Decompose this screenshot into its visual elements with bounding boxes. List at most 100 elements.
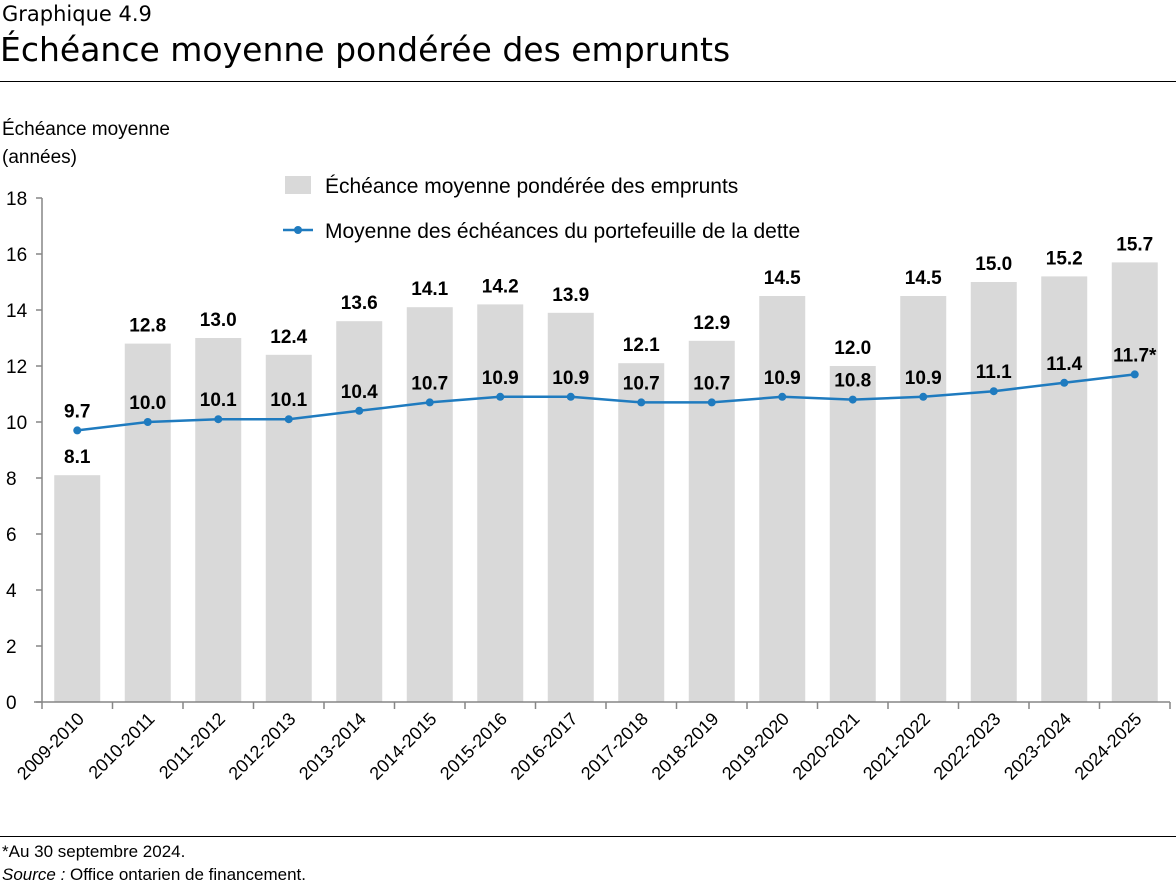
line-point bbox=[1130, 370, 1139, 379]
source-line: Source : Office ontarien de financement. bbox=[2, 865, 306, 885]
bar-value-label: 13.6 bbox=[341, 293, 378, 314]
line-series bbox=[77, 373, 1135, 432]
y-tick-label: 16 bbox=[6, 245, 27, 266]
y-tick-label: 8 bbox=[6, 469, 17, 490]
line-point bbox=[496, 392, 505, 401]
line-value-label: 10.7 bbox=[623, 373, 660, 394]
y-tick-label: 2 bbox=[6, 637, 17, 658]
x-tick-label: 2011-2012 bbox=[155, 709, 229, 783]
bar-value-label: 13.0 bbox=[200, 310, 237, 331]
bar-value-label: 12.4 bbox=[270, 327, 307, 348]
bar-value-label: 12.9 bbox=[693, 313, 730, 334]
line-point bbox=[214, 415, 223, 424]
bar-value-label: 12.8 bbox=[129, 316, 166, 337]
x-tick-label: 2022-2023 bbox=[930, 709, 1005, 784]
line-point bbox=[919, 392, 928, 401]
line-value-label: 10.9 bbox=[905, 368, 942, 389]
line-value-label: 10.7 bbox=[411, 373, 448, 394]
bar bbox=[1111, 262, 1158, 702]
line-point bbox=[143, 418, 152, 426]
x-tick-label: 2014-2015 bbox=[366, 709, 441, 784]
x-tick-label: 2010-2011 bbox=[85, 709, 159, 783]
line-value-label: 11.7* bbox=[1113, 345, 1157, 366]
y-tick-label: 4 bbox=[6, 581, 17, 602]
legend-bar-swatch bbox=[285, 176, 311, 194]
line-value-label: 10.0 bbox=[129, 393, 166, 414]
line-value-label: 10.1 bbox=[270, 390, 307, 411]
bar bbox=[547, 312, 594, 702]
bar bbox=[759, 296, 806, 702]
line-value-label: 11.4 bbox=[1046, 354, 1082, 375]
bar-value-label: 12.0 bbox=[834, 338, 871, 359]
line-value-label: 10.8 bbox=[834, 371, 871, 392]
line-point bbox=[355, 406, 364, 415]
x-tick-label: 2013-2014 bbox=[295, 709, 370, 784]
x-tick-label: 2021-2022 bbox=[859, 709, 934, 784]
footnote: *Au 30 septembre 2024. bbox=[2, 842, 186, 861]
y-tick-label: 18 bbox=[6, 189, 27, 210]
bar-value-label: 14.5 bbox=[905, 268, 942, 289]
y-tick-label: 0 bbox=[6, 693, 17, 714]
bar-value-label: 14.5 bbox=[764, 268, 801, 289]
line-point bbox=[707, 398, 716, 407]
line-point bbox=[425, 398, 434, 407]
line-point bbox=[778, 392, 787, 401]
y-tick-label: 10 bbox=[6, 413, 27, 434]
line-point bbox=[284, 415, 293, 424]
bar-value-label: 13.9 bbox=[552, 285, 589, 306]
bar-value-label: 8.1 bbox=[64, 447, 91, 468]
line-value-label: 11.1 bbox=[976, 362, 1012, 383]
bar-value-label: 14.1 bbox=[411, 279, 448, 300]
source-label: Source : bbox=[2, 865, 66, 884]
bar bbox=[829, 366, 876, 702]
line-value-label: 10.9 bbox=[482, 368, 519, 389]
page-title: Échéance moyenne pondérée des emprunts bbox=[0, 30, 731, 69]
line-point bbox=[73, 426, 82, 435]
bar bbox=[265, 354, 312, 702]
chart-number: Graphique 4.9 bbox=[2, 2, 152, 26]
line-value-label: 10.9 bbox=[764, 368, 801, 389]
bar bbox=[900, 296, 947, 702]
bar bbox=[477, 304, 524, 702]
bar-value-label: 15.0 bbox=[975, 254, 1012, 275]
x-tick-label: 2024-2025 bbox=[1071, 709, 1146, 784]
x-tick-label: 2023-2024 bbox=[1000, 709, 1075, 784]
line-point bbox=[637, 398, 646, 407]
x-tick-label: 2018-2019 bbox=[648, 709, 723, 784]
y-tick-label: 14 bbox=[6, 301, 28, 322]
y-axis-label-line1: Échéance moyenne bbox=[2, 119, 170, 140]
source-text: Office ontarien de financement. bbox=[65, 865, 306, 884]
line-value-label: 10.9 bbox=[552, 368, 589, 389]
bar bbox=[618, 363, 665, 702]
line-value-label: 10.1 bbox=[200, 390, 237, 411]
legend-bar-label: Échéance moyenne pondérée des emprunts bbox=[325, 175, 738, 198]
legend-line-label: Moyenne des échéances du portefeuille de… bbox=[325, 220, 800, 243]
y-tick-label: 12 bbox=[6, 357, 27, 378]
bar bbox=[195, 338, 242, 702]
x-tick-label: 2009-2010 bbox=[13, 709, 88, 784]
x-tick-label: 2020-2021 bbox=[789, 709, 864, 784]
title-divider bbox=[0, 81, 1176, 82]
x-tick-label: 2019-2020 bbox=[718, 709, 793, 784]
bar-value-label: 15.2 bbox=[1046, 248, 1083, 269]
x-tick-label: 2012-2013 bbox=[225, 709, 300, 784]
line-point bbox=[566, 392, 575, 401]
bar-value-label: 14.2 bbox=[482, 276, 519, 297]
line-point bbox=[1060, 378, 1069, 387]
x-tick-label: 2015-2016 bbox=[436, 709, 511, 784]
bar bbox=[54, 475, 101, 702]
bar-value-label: 12.1 bbox=[623, 335, 660, 356]
x-tick-label: 2016-2017 bbox=[507, 709, 582, 784]
bar-value-label: 15.7 bbox=[1116, 234, 1153, 255]
bar bbox=[970, 282, 1017, 702]
bar bbox=[1041, 276, 1088, 702]
y-axis-label: Échéance moyenne (années) bbox=[2, 116, 170, 172]
bar bbox=[688, 340, 735, 702]
bar bbox=[406, 307, 453, 702]
footer-divider bbox=[0, 836, 1176, 837]
line-point bbox=[989, 387, 998, 396]
line-value-label: 9.7 bbox=[64, 401, 90, 422]
legend-line-marker bbox=[294, 226, 302, 234]
x-tick-label: 2017-2018 bbox=[577, 709, 652, 784]
